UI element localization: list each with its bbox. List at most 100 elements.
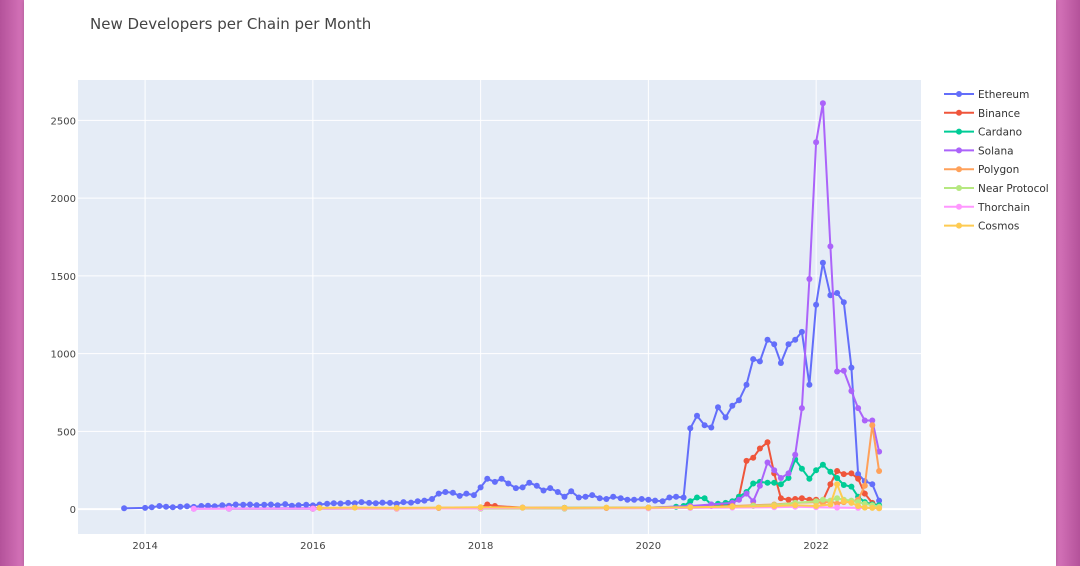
data-point-cardano [840,482,847,488]
legend-marker [956,166,962,173]
data-point-cosmos [393,504,400,511]
series-line-cosmos [319,483,880,510]
data-point-ethereum [253,502,260,509]
data-point-ethereum [288,502,295,509]
data-point-ethereum [324,500,331,507]
data-point-ethereum [148,504,155,511]
data-point-ethereum [512,485,519,492]
data-point-solana [743,490,750,497]
chart-card: New Developers per Chain per Month 2014 2… [24,0,1056,566]
data-point-ethereum [827,292,834,299]
data-point-ethereum [855,471,862,478]
data-point-ethereum [184,503,190,510]
data-point-ethereum [484,475,491,482]
data-point-ethereum [756,358,763,365]
legend-item-polygon[interactable]: Polygon [944,164,1019,176]
data-point-cosmos [855,503,862,509]
data-point-ethereum [456,492,463,499]
data-point-cosmos [645,504,652,511]
data-point-ethereum [232,501,239,508]
data-point-ethereum [680,494,687,501]
legend-item-cardano[interactable]: Cardano [944,127,1022,139]
data-point-cosmos [834,481,841,488]
data-point-ethereum [561,493,568,500]
data-point-ethereum [408,499,414,506]
data-point-ethereum [142,504,149,511]
data-point-ethereum [540,487,547,494]
data-point-ethereum [533,482,540,489]
data-point-binance [798,495,805,502]
legend-label: Near Protocol [978,183,1049,195]
data-point-ethereum [351,500,358,507]
data-point-ethereum [568,488,575,495]
data-point-ethereum [708,424,715,431]
data-point-binance [743,457,750,464]
y-tick-label: 1000 [51,350,76,361]
data-point-cosmos [771,503,778,509]
data-point-ethereum [177,503,184,510]
data-point-ethereum [785,341,792,348]
data-point-cardano [777,481,784,488]
legend-marker [956,185,962,191]
data-point-cosmos [316,504,323,511]
data-point-ethereum [463,490,470,497]
legend-item-solana[interactable]: Solana [944,145,1014,157]
data-point-cosmos [561,504,568,511]
data-point-cosmos [813,503,820,509]
data-point-ethereum [421,497,428,504]
data-point-ethereum [449,489,456,496]
data-point-ethereum [848,364,855,371]
legend-item-binance[interactable]: Binance [944,108,1020,120]
data-point-solana [792,451,799,458]
legend-item-thorchain[interactable]: Thorchain [944,202,1030,214]
data-point-ethereum [792,336,799,343]
data-point-ethereum [659,498,666,505]
legend-marker [956,91,962,97]
data-point-ethereum [813,301,820,308]
data-point-ethereum [834,290,841,296]
page-background-left [0,0,24,566]
legend-marker [956,147,962,154]
data-point-ethereum [379,499,386,506]
legend[interactable]: Ethereum Binance Cardano Solana Polygon Near … [944,89,1049,233]
data-point-thorchain [190,505,197,512]
data-point-cosmos [351,504,358,511]
data-point-near-protocol [834,495,841,502]
data-point-ethereum [547,485,554,492]
data-point-ethereum [610,493,617,500]
data-point-cosmos [869,504,876,511]
line-chart: 2014 2016 2018 2020 2022 0 500 1000 1500 2000 250… [51,80,1049,552]
legend-label: Binance [978,108,1020,120]
data-point-ethereum [736,397,742,404]
data-point-ethereum [876,497,883,504]
data-point-binance [861,490,868,497]
data-point-ethereum [554,489,561,495]
data-point-solana [756,482,763,489]
data-point-ethereum [358,499,365,506]
x-tick-label: 2016 [300,541,325,552]
data-point-polygon [869,422,876,429]
data-point-ethereum [163,503,170,510]
data-point-cardano [834,475,841,481]
x-axis-ticks: 2014 2016 2018 2020 2022 [132,541,828,552]
legend-label: Polygon [978,164,1019,176]
data-point-cardano [687,498,694,505]
data-point-ethereum [414,498,421,505]
data-point-ethereum [652,497,659,504]
data-point-ethereum [701,422,708,429]
y-tick-label: 2000 [51,194,76,205]
data-point-cardano [827,468,834,475]
legend-item-cosmos[interactable]: Cosmos [944,221,1019,233]
data-point-cardano [694,494,700,501]
legend-marker [956,109,962,116]
data-point-solana [736,496,742,503]
data-point-ethereum [673,493,680,500]
data-point-cardano [813,467,820,474]
legend-item-ethereum[interactable]: Ethereum [944,89,1029,101]
data-point-cardano [798,465,805,472]
data-point-binance [840,471,847,478]
data-point-cardano [819,461,826,468]
legend-item-near-protocol[interactable]: Near Protocol [944,183,1049,195]
data-point-binance [777,495,784,502]
data-point-ethereum [526,479,533,486]
